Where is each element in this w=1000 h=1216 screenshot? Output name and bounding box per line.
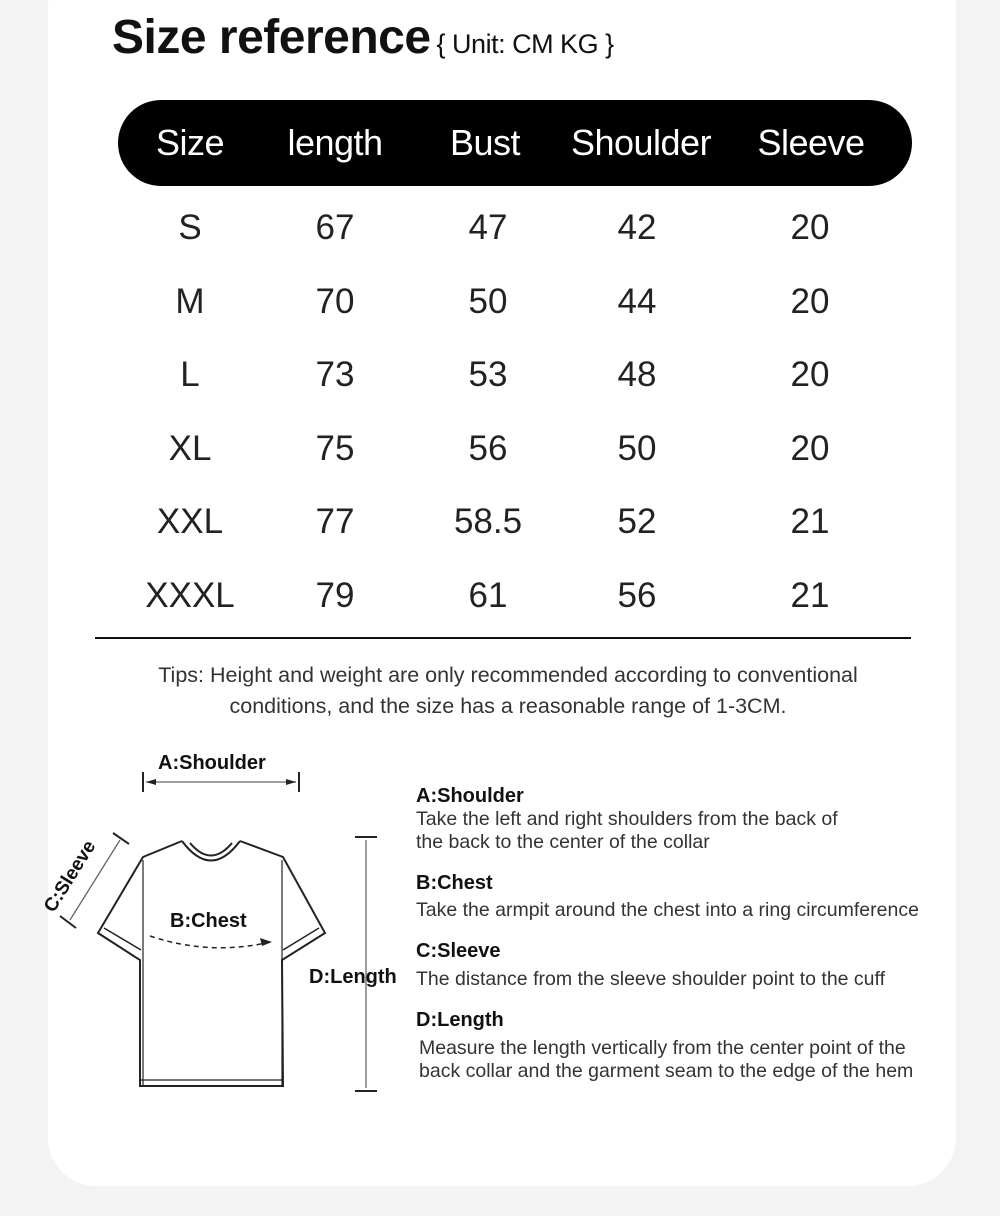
table-row: S 67 47 42 20	[0, 208, 1000, 258]
cell-size: L	[180, 355, 200, 395]
header-length: length	[287, 122, 383, 163]
desc-length-title: D:Length	[416, 1009, 504, 1031]
desc-length-line-2: back collar and the garment seam to the …	[419, 1060, 914, 1082]
cell-shoulder: 42	[617, 208, 657, 247]
tshirt-diagram	[59, 772, 377, 1092]
cell-length: 79	[315, 576, 355, 615]
desc-shoulder-title: A:Shoulder	[416, 785, 524, 807]
cell-sleeve: 20	[790, 281, 830, 321]
label-shoulder: A:Shoulder	[158, 752, 266, 774]
cell-sleeve: 21	[790, 502, 830, 542]
cell-shoulder: 44	[617, 281, 657, 321]
divider	[95, 637, 911, 639]
desc-length-line-1: Measure the length vertically from the c…	[419, 1037, 906, 1059]
title-text: Size reference	[112, 11, 431, 64]
header-sleeve: Sleeve	[757, 122, 865, 163]
desc-chest-line-1: Take the armpit around the chest into a …	[416, 899, 919, 921]
desc-chest-title: B:Chest	[416, 872, 493, 894]
tips-line-1: Tips: Height and weight are only recomme…	[158, 663, 858, 687]
cell-shoulder: 50	[617, 428, 657, 468]
desc-shoulder-line-2: the back to the center of the collar	[416, 831, 710, 853]
desc-sleeve-line-1: The distance from the sleeve shoulder po…	[416, 968, 885, 990]
size-chart-card	[48, 0, 956, 1186]
cell-length: 67	[315, 208, 355, 247]
cell-length: 75	[315, 428, 355, 468]
shoulder-measure-arrow	[142, 772, 300, 792]
desc-sleeve-title: C:Sleeve	[416, 940, 501, 962]
cell-size: S	[178, 208, 202, 247]
cell-shoulder: 48	[617, 355, 657, 395]
tshirt-outline	[96, 840, 327, 1087]
header-size: Size	[155, 122, 225, 163]
cell-size: XL	[168, 428, 212, 468]
cell-shoulder: 56	[617, 576, 657, 615]
cell-sleeve: 21	[790, 576, 830, 615]
length-measure-arrow	[355, 836, 377, 1092]
cell-bust: 50	[468, 281, 508, 321]
cell-bust: 56	[468, 428, 508, 468]
header-shoulder: Shoulder	[570, 122, 712, 163]
tips-text: Tips: Height and weight are only recomme…	[60, 660, 956, 722]
cell-bust: 47	[468, 208, 508, 247]
cell-bust: 58.5	[453, 502, 523, 542]
header-bust: Bust	[449, 122, 521, 163]
label-chest: B:Chest	[170, 910, 247, 932]
cell-bust: 61	[468, 576, 508, 615]
cell-bust: 53	[468, 355, 508, 395]
table-row: L 73 53 48 20	[0, 355, 1000, 405]
sleeve-measure-arrow	[59, 832, 130, 929]
table-row: M 70 50 44 20	[0, 282, 1000, 332]
table-row: XXXL 79 61 56 21	[0, 576, 1000, 626]
cell-sleeve: 20	[790, 428, 830, 468]
label-length: D:Length	[309, 966, 397, 988]
cell-sleeve: 20	[790, 208, 830, 247]
page-title: Size reference{ Unit: CM KG }	[112, 10, 614, 65]
desc-shoulder-line-1: Take the left and right shoulders from t…	[416, 808, 838, 830]
tips-line-2: conditions, and the size has a reasonabl…	[229, 694, 787, 718]
chest-measure-arrow	[149, 935, 272, 949]
table-row: XXL 77 58.5 52 21	[0, 502, 1000, 552]
cell-size: XXL	[156, 502, 224, 542]
cell-sleeve: 20	[790, 355, 830, 395]
cell-length: 70	[315, 281, 355, 321]
cell-shoulder: 52	[617, 502, 657, 542]
unit-label: { Unit: CM KG }	[436, 29, 615, 59]
cell-size: XXXL	[145, 576, 235, 615]
cell-length: 77	[315, 502, 355, 542]
table-row: XL 75 56 50 20	[0, 429, 1000, 479]
cell-size: M	[175, 281, 205, 321]
table-header: Size length Bust Shoulder Sleeve	[118, 100, 912, 186]
cell-length: 73	[315, 355, 355, 395]
